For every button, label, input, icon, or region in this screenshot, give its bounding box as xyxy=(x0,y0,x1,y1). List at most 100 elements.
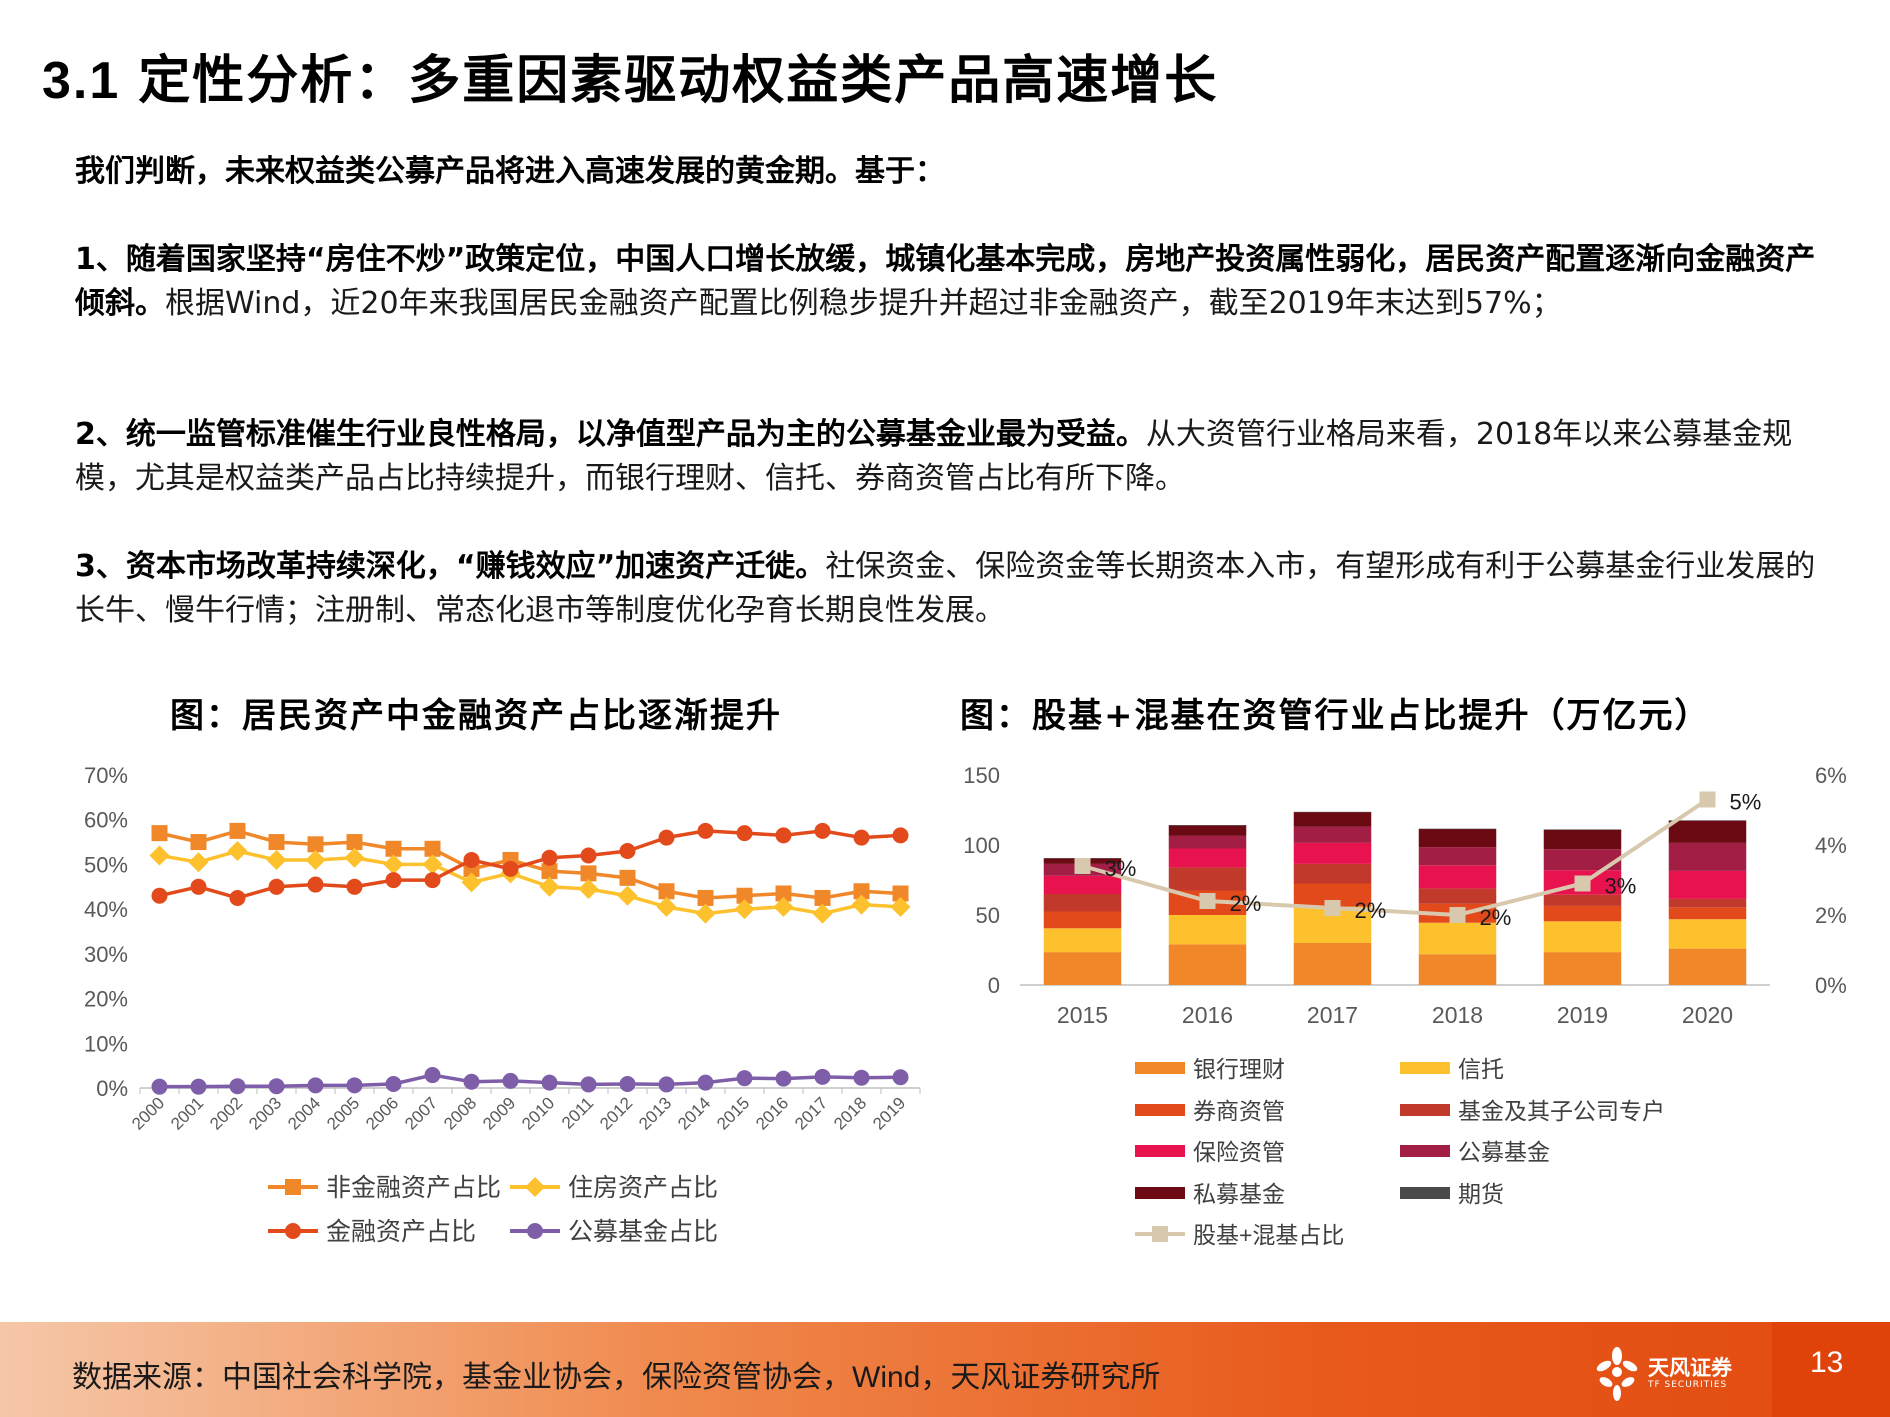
x-tick-label: 2009 xyxy=(479,1093,519,1133)
logo-text: 天风证券 xyxy=(1648,1356,1732,1380)
bar-segment xyxy=(1168,944,1247,985)
data-point xyxy=(580,1076,597,1093)
data-point xyxy=(346,878,363,895)
x-tick-label: 2011 xyxy=(558,1093,597,1132)
legend-swatch xyxy=(1400,1062,1450,1074)
legend-marker xyxy=(1152,1226,1168,1242)
point-1-paragraph: 1、随着国家坚持“房住不炒”政策定位，中国人口增长放缓，城镇化基本完成，房地产投… xyxy=(75,238,1835,326)
left-chart-title: 图：居民资产中金融资产占比逐渐提升 xyxy=(170,696,782,736)
data-point xyxy=(853,1069,870,1086)
bar-segment xyxy=(1668,820,1747,821)
data-point xyxy=(697,889,714,906)
bar-segment xyxy=(1168,825,1247,826)
x-tick-label: 2003 xyxy=(245,1093,285,1133)
data-point xyxy=(658,883,675,900)
data-point xyxy=(463,1073,480,1090)
legend-marker xyxy=(285,1223,301,1239)
point-1-bold: 1、随着国家坚持“房住不炒”政策定位，中国人口增长放缓，城镇化基本完成，房地产投… xyxy=(75,242,1816,321)
data-point xyxy=(422,854,443,875)
x-tick-label: 2019 xyxy=(1557,1002,1608,1028)
data-point xyxy=(734,899,755,920)
data-label: 2% xyxy=(1355,898,1387,923)
x-tick-label: 2008 xyxy=(440,1093,480,1133)
legend-label: 基金及其子公司专户 xyxy=(1458,1098,1665,1124)
legend-marker xyxy=(285,1179,301,1195)
data-label: 2% xyxy=(1480,905,1512,930)
x-tick-label: 2012 xyxy=(596,1093,636,1133)
data-point xyxy=(502,1072,519,1089)
bar-segment xyxy=(1293,826,1372,843)
data-point xyxy=(424,1067,441,1084)
x-tick-label: 2019 xyxy=(869,1093,909,1133)
data-point xyxy=(658,1076,675,1093)
data-point xyxy=(775,1070,792,1087)
point-2-bold: 2、统一监管标准催生行业良性格局，以净值型产品为主的公募基金业最为受益。 xyxy=(75,417,1146,452)
data-point xyxy=(541,1074,558,1091)
bar-segment xyxy=(1543,849,1622,871)
x-tick-label: 2017 xyxy=(791,1093,831,1133)
data-point xyxy=(229,822,246,839)
x-tick-label: 2014 xyxy=(674,1093,714,1133)
data-point xyxy=(502,860,519,877)
bar-segment xyxy=(1043,928,1122,953)
data-point xyxy=(424,872,441,889)
data-point xyxy=(151,887,168,904)
legend-label: 私募基金 xyxy=(1193,1181,1285,1207)
y-tick-label: 60% xyxy=(84,808,128,833)
data-point xyxy=(541,863,558,880)
x-tick-label: 2016 xyxy=(752,1093,792,1133)
point-1-text: 根据Wind，近20年来我国居民金融资产配置比例稳步提升并超过非金融资产，截至2… xyxy=(165,286,1562,321)
bar-segment xyxy=(1293,863,1372,884)
bar-segment xyxy=(1418,888,1497,904)
bar-segment xyxy=(1418,922,1497,955)
legend-label: 期货 xyxy=(1458,1181,1504,1207)
page-number: 13 xyxy=(1810,1346,1844,1379)
data-point xyxy=(814,1068,831,1085)
bar-segment xyxy=(1418,828,1497,830)
bar-segment xyxy=(1668,948,1747,985)
y-tick-label: 40% xyxy=(84,897,128,922)
data-point xyxy=(580,865,597,882)
bar-segment xyxy=(1543,829,1622,850)
data-point xyxy=(578,879,599,900)
legend-label: 券商资管 xyxy=(1193,1098,1285,1124)
x-tick-label: 2015 xyxy=(1057,1002,1108,1028)
y2-tick-label: 2% xyxy=(1815,903,1847,928)
data-point xyxy=(149,845,170,866)
bar-segment xyxy=(1668,907,1747,920)
bar-segment xyxy=(1543,829,1622,830)
company-logo: 天风证券 TF SECURITIES xyxy=(1592,1344,1742,1404)
bar-segment xyxy=(1418,954,1497,985)
data-point xyxy=(619,843,636,860)
bar-segment xyxy=(1543,952,1622,985)
bar-segment xyxy=(1668,842,1747,871)
point-2-text: 从大资管行业格局来看，2018年以来公募基金规模，尤其是权益类产品占比持续提升，… xyxy=(75,417,1793,496)
bar-segment xyxy=(1168,825,1247,836)
data-point xyxy=(190,834,207,851)
x-tick-label: 2015 xyxy=(713,1093,753,1133)
bar-segment xyxy=(1293,943,1372,985)
bar-segment xyxy=(1043,952,1122,985)
legend-marker xyxy=(527,1223,543,1239)
data-point xyxy=(812,903,833,924)
x-tick-label: 2018 xyxy=(830,1093,870,1133)
data-point xyxy=(463,851,480,868)
data-point xyxy=(1199,893,1216,909)
bar-segment xyxy=(1668,870,1747,899)
bar-segment xyxy=(1543,921,1622,953)
title-text: 定性分析：多重因素驱动权益类产品高速增长 xyxy=(138,51,1219,111)
legend-label: 公募基金 xyxy=(1458,1139,1550,1165)
page-number-tab xyxy=(1772,1322,1890,1417)
y-tick-label: 30% xyxy=(84,942,128,967)
legend-label: 住房资产占比 xyxy=(568,1174,718,1202)
y-tick-label: 50% xyxy=(84,852,128,877)
legend-label: 保险资管 xyxy=(1193,1139,1285,1165)
data-point xyxy=(424,840,441,857)
data-point xyxy=(736,1070,753,1087)
data-point xyxy=(619,1075,636,1092)
bar-segment xyxy=(1168,867,1247,891)
point-3-paragraph: 3、资本市场改革持续深化，“赚钱效应”加速资产迁徙。社保资金、保险资金等长期资本… xyxy=(75,545,1835,633)
data-point xyxy=(656,896,677,917)
legend-swatch xyxy=(1400,1104,1450,1116)
stacked-bar-chart: 0 50 100 150 0% 2% 4% 6% 2015 2016 2017 2018 2019 202… xyxy=(963,763,1847,1248)
